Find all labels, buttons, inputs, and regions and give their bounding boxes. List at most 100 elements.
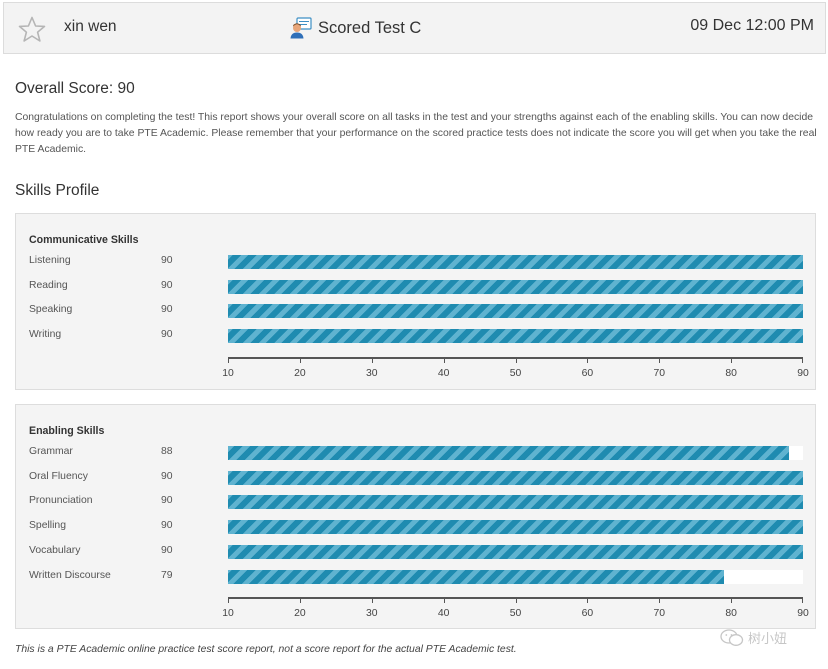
enabling-skills-panel: Enabling Skills Grammar 88 Oral Fluency 90 P… bbox=[15, 404, 816, 629]
axis-tick-label: 70 bbox=[653, 367, 666, 379]
axis-tick bbox=[731, 597, 733, 604]
axis-tick bbox=[802, 356, 803, 363]
test-title: Scored Test C bbox=[290, 17, 421, 39]
wechat-icon bbox=[720, 628, 744, 646]
axis-tick bbox=[228, 356, 229, 363]
skill-label: Grammar bbox=[29, 446, 73, 457]
skill-bar bbox=[228, 544, 803, 559]
intro-paragraph: Congratulations on completing the test! … bbox=[15, 112, 817, 155]
report-header: xin wen Scored Test C 09 Dec 12:00 PM bbox=[3, 2, 826, 54]
skill-bar bbox=[228, 446, 789, 460]
skill-bar bbox=[228, 329, 803, 344]
skill-label: Speaking bbox=[29, 304, 73, 316]
axis-tick bbox=[515, 356, 517, 363]
overall-score-heading: Overall Score: 90 bbox=[15, 80, 135, 97]
skill-row-writing: Writing 90 bbox=[16, 328, 816, 344]
test-name: Scored Test C bbox=[318, 18, 422, 37]
axis-tick-label: 90 bbox=[797, 367, 809, 379]
test-date-time: 09 Dec 12:00 PM bbox=[690, 17, 814, 34]
axis-tick-label: 10 bbox=[222, 608, 234, 620]
skill-label: Listening bbox=[29, 255, 71, 266]
axis-tick-label: 20 bbox=[294, 367, 306, 379]
skill-bar bbox=[228, 279, 803, 294]
skill-row-listening: Listening 90 bbox=[16, 254, 816, 270]
skill-label: Spelling bbox=[29, 520, 66, 532]
axis-tick-label: 80 bbox=[725, 608, 737, 620]
test-taker-icon bbox=[290, 17, 312, 39]
skill-row-grammar: Grammar 88 bbox=[16, 445, 816, 461]
axis-tick bbox=[731, 356, 733, 363]
skill-row-spelling: Spelling 90 bbox=[16, 519, 816, 535]
skill-label: Reading bbox=[29, 279, 68, 291]
skill-bar bbox=[228, 304, 803, 319]
axis-tick-label: 90 bbox=[797, 608, 809, 620]
axis-tick-label: 80 bbox=[725, 367, 737, 379]
skill-bar bbox=[228, 520, 803, 535]
skill-bar-track bbox=[228, 569, 803, 584]
score-axis: 10 20 30 40 50 60 70 80 90 bbox=[222, 356, 809, 381]
skill-bar bbox=[228, 569, 724, 584]
skill-row-reading: Reading 90 bbox=[16, 279, 816, 295]
skill-score: 90 bbox=[161, 304, 173, 316]
axis-tick bbox=[443, 597, 445, 604]
axis-tick bbox=[228, 597, 229, 604]
skill-score: 90 bbox=[161, 329, 173, 341]
axis-tick-label: 30 bbox=[365, 608, 378, 620]
axis-tick-label: 60 bbox=[581, 608, 594, 620]
axis-tick bbox=[299, 356, 301, 363]
skill-bar-track bbox=[228, 470, 803, 485]
axis-tick-label: 50 bbox=[509, 367, 522, 379]
skill-bar bbox=[228, 495, 803, 510]
axis-tick bbox=[587, 597, 589, 604]
axis-tick-label: 40 bbox=[437, 608, 450, 620]
skill-score: 90 bbox=[161, 279, 173, 291]
skill-label: Vocabulary bbox=[29, 544, 81, 556]
axis-tick bbox=[371, 597, 373, 604]
skill-label: Pronunciation bbox=[29, 495, 93, 507]
skill-score: 90 bbox=[161, 520, 173, 532]
axis-tick bbox=[659, 356, 661, 363]
skill-score: 90 bbox=[161, 255, 173, 266]
user-name: xin wen bbox=[64, 18, 117, 35]
axis-tick-label: 70 bbox=[653, 608, 666, 620]
axis-tick-label: 10 bbox=[222, 367, 234, 379]
axis-tick bbox=[371, 356, 373, 363]
axis-tick-label: 30 bbox=[365, 367, 378, 379]
skill-row-speaking: Speaking 90 bbox=[16, 303, 816, 319]
skill-label: Oral Fluency bbox=[29, 470, 88, 482]
star-icon[interactable] bbox=[18, 16, 46, 43]
skill-bar-track bbox=[228, 446, 803, 460]
skill-bar-track bbox=[228, 329, 803, 344]
panel-title: Enabling Skills bbox=[29, 425, 105, 437]
score-axis: 10 20 30 40 50 60 70 80 90 bbox=[222, 597, 809, 621]
axis-tick bbox=[443, 356, 445, 363]
skill-score: 90 bbox=[161, 544, 173, 556]
axis-tick bbox=[587, 356, 589, 363]
skill-bar-track bbox=[228, 495, 803, 510]
axis-tick-label: 40 bbox=[437, 367, 450, 379]
communicative-skills-panel: Communicative Skills Listening 90 Reading 9… bbox=[15, 213, 816, 390]
skill-bar-track bbox=[228, 255, 803, 269]
axis-tick bbox=[299, 597, 301, 604]
skill-label: Written Discourse bbox=[29, 569, 111, 581]
watermark: 树小妞 bbox=[720, 628, 787, 647]
axis-tick-label: 20 bbox=[294, 608, 306, 620]
axis-tick-label: 60 bbox=[581, 367, 594, 379]
axis-tick bbox=[659, 597, 661, 604]
skill-score: 88 bbox=[161, 446, 173, 457]
skill-bar-track bbox=[228, 544, 803, 559]
skill-score: 90 bbox=[161, 495, 173, 507]
skill-bar-track bbox=[228, 279, 803, 294]
skill-row-written-discourse: Written Discourse 79 bbox=[16, 569, 816, 585]
skill-row-oral-fluency: Oral Fluency 90 bbox=[16, 470, 816, 486]
skill-row-vocabulary: Vocabulary 90 bbox=[16, 544, 816, 560]
panel-title: Communicative Skills bbox=[29, 234, 139, 246]
axis-tick-label: 50 bbox=[509, 608, 522, 620]
skill-bar-track bbox=[228, 520, 803, 535]
watermark-text: 树小妞 bbox=[748, 631, 788, 646]
skill-bar bbox=[228, 470, 803, 485]
skill-score: 90 bbox=[161, 470, 173, 482]
skill-score: 79 bbox=[161, 569, 173, 581]
skill-bar-track bbox=[228, 304, 803, 319]
report-disclaimer: This is a PTE Academic online practice t… bbox=[15, 644, 517, 655]
